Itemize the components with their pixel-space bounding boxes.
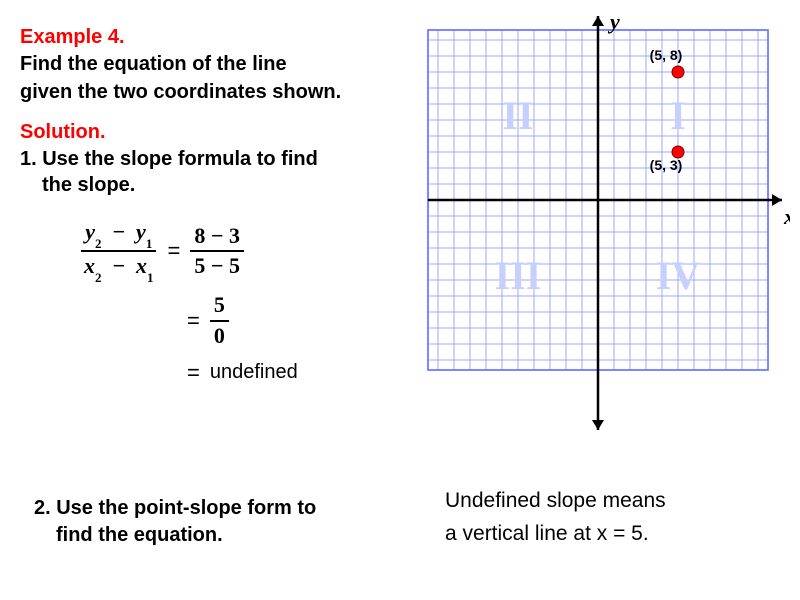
- coordinate-chart: IIIIIIIVxy(5, 8)(5, 3): [420, 10, 790, 465]
- rhs2-num: 5: [210, 293, 229, 321]
- equals-1: =: [168, 238, 181, 264]
- example-heading: Example 4.: [20, 26, 420, 49]
- slope-rhs2-fraction: 5 0: [210, 293, 229, 347]
- step2: 2. Use the point-slope form to find the …: [34, 495, 316, 549]
- svg-text:(5, 8): (5, 8): [650, 47, 683, 63]
- slope-lhs-fraction: y2 − y1 x2 − x1: [80, 220, 158, 281]
- rhs2-den: 0: [210, 322, 229, 348]
- slope-math: y2 − y1 x2 − x1 = 8 − 3 5 − 5 = 5 0: [20, 220, 420, 386]
- lhs-den-b: x1: [136, 253, 154, 278]
- chart-svg: IIIIIIIVxy(5, 8)(5, 3): [420, 10, 790, 465]
- slope-row2: = 5 0: [80, 293, 420, 347]
- slope-row1: y2 − y1 x2 − x1 = 8 − 3 5 − 5: [80, 220, 420, 281]
- svg-text:x: x: [783, 204, 790, 229]
- problem-line-1: Find the equation of the line: [20, 51, 420, 77]
- step2-line1: 2. Use the point-slope form to: [34, 495, 316, 522]
- lhs-num-a: y2: [85, 219, 101, 244]
- svg-text:II: II: [502, 93, 533, 138]
- undefined-text: undefined: [210, 361, 298, 384]
- slope-rhs1-fraction: 8 − 3 5 − 5: [190, 224, 244, 278]
- rhs1-num: 8 − 3: [190, 224, 244, 252]
- lhs-den-a: x2: [84, 253, 102, 278]
- step1: 1. Use the slope formula to find the slo…: [20, 146, 420, 198]
- step1-line1: 1. Use the slope formula to find: [20, 146, 420, 172]
- problem-line-2: given the two coordinates shown.: [20, 79, 420, 105]
- rhs1-den: 5 − 5: [190, 252, 244, 278]
- conclusion-line2: a vertical line at x = 5.: [445, 518, 666, 551]
- equals-3: =: [187, 360, 200, 386]
- conclusion-line1: Undefined slope means: [445, 485, 666, 518]
- equals-2: =: [187, 308, 200, 334]
- svg-text:I: I: [670, 93, 686, 138]
- svg-text:III: III: [495, 253, 542, 298]
- solution-heading: Solution.: [20, 121, 420, 144]
- slope-row3: = undefined: [80, 360, 420, 386]
- lhs-num-b: y1: [136, 219, 152, 244]
- svg-text:(5, 3): (5, 3): [650, 157, 683, 173]
- svg-text:IV: IV: [656, 253, 701, 298]
- left-content: Example 4. Find the equation of the line…: [20, 26, 420, 398]
- step2-line2: find the equation.: [34, 522, 316, 549]
- step1-line2: the slope.: [20, 172, 420, 198]
- conclusion: Undefined slope means a vertical line at…: [445, 485, 666, 550]
